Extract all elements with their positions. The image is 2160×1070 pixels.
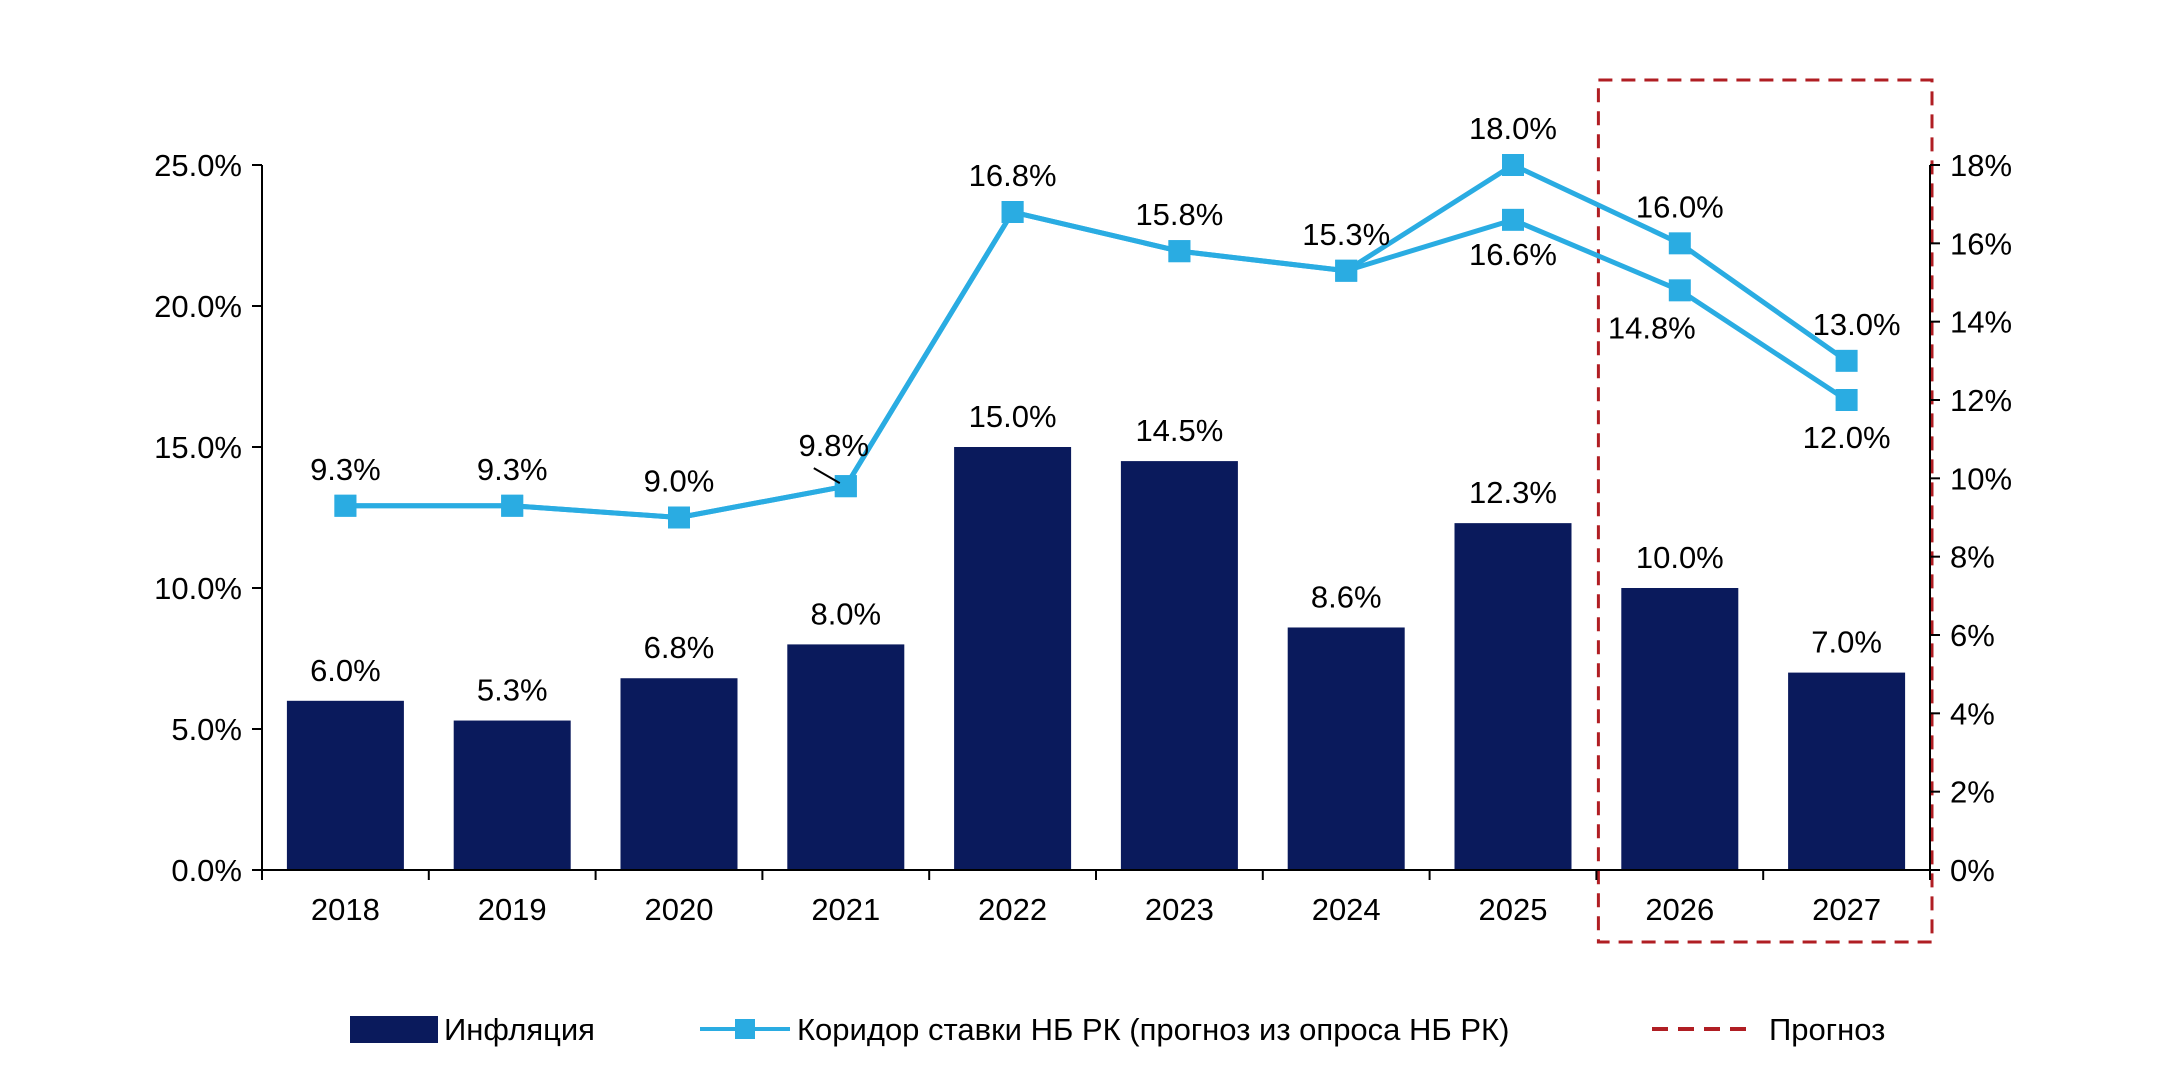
right-axis-tick-label: 16% bbox=[1950, 226, 2012, 261]
corridor-marker-upper-2023 bbox=[1168, 240, 1191, 263]
corridor-marker-upper-2026 bbox=[1668, 232, 1691, 255]
x-axis-tick-label-2023: 2023 bbox=[1145, 892, 1214, 927]
legend: Инфляция Коридор ставки НБ РК (прогноз и… bbox=[350, 1012, 1885, 1047]
corridor-label-leader-2021 bbox=[813, 467, 841, 485]
corridor-marker-lower-2026 bbox=[1668, 279, 1691, 302]
x-axis-tick-label-2019: 2019 bbox=[478, 892, 547, 927]
legend-inflation-swatch bbox=[350, 1016, 438, 1043]
corridor-marker-upper-2027 bbox=[1835, 349, 1858, 372]
bar-inflation-2024 bbox=[1287, 627, 1405, 870]
corridor-marker-upper-2025 bbox=[1502, 154, 1524, 176]
bar-inflation-2019 bbox=[453, 720, 571, 870]
corridor-marker-upper-2022 bbox=[1001, 201, 1024, 223]
corridor-marker-upper-2020 bbox=[668, 506, 690, 529]
right-axis-tick-label: 18% bbox=[1950, 148, 2012, 183]
legend-forecast-label: Прогноз bbox=[1769, 1012, 1885, 1047]
bars-layer bbox=[286, 447, 1906, 870]
labels-layer: 6.0% 5.3% 6.8% 8.0% 15.0% 14.5% 8.6% 12.3% 10.0%… bbox=[310, 111, 1900, 708]
left-axis-tick-label: 10.0% bbox=[154, 571, 242, 606]
x-axis-tick-label-2022: 2022 bbox=[978, 892, 1047, 927]
corridor-upper-label-2018: 9.3% bbox=[310, 452, 381, 487]
legend-corridor-label: Коридор ставки НБ РК (прогноз из опроса … bbox=[797, 1012, 1509, 1047]
bar-data-label-2018: 6.0% bbox=[310, 653, 381, 688]
right-axis-tick-label: 4% bbox=[1950, 696, 1995, 731]
bar-inflation-2022 bbox=[954, 447, 1072, 870]
legend-corridor-marker bbox=[735, 1019, 755, 1039]
bar-data-label-2024: 8.6% bbox=[1311, 579, 1382, 614]
bar-inflation-2023 bbox=[1120, 461, 1238, 870]
bar-data-label-2023: 14.5% bbox=[1135, 413, 1223, 448]
x-axis-tick-label-2021: 2021 bbox=[811, 892, 880, 927]
bar-data-label-2025: 12.3% bbox=[1469, 475, 1557, 510]
corridor-marker-upper-2019 bbox=[501, 494, 524, 517]
x-axis-tick-label-2018: 2018 bbox=[311, 892, 380, 927]
corridor-line-upper bbox=[345, 162, 1849, 520]
bar-inflation-2025 bbox=[1454, 523, 1572, 870]
legend-inflation-label: Инфляция bbox=[444, 1012, 595, 1047]
corridor-upper-label-2025: 18.0% bbox=[1469, 111, 1557, 146]
left-axis-tick-label: 20.0% bbox=[154, 289, 242, 324]
corridor-upper-label-2027: 13.0% bbox=[1813, 307, 1901, 342]
corridor-lower-label-2027: 12.0% bbox=[1803, 420, 1891, 455]
bar-inflation-2018 bbox=[286, 700, 404, 870]
corridor-upper-label-2024: 15.3% bbox=[1302, 217, 1390, 252]
bar-data-label-2027: 7.0% bbox=[1811, 625, 1882, 660]
right-axis-tick-label: 12% bbox=[1950, 383, 2012, 418]
left-axis-tick-label: 5.0% bbox=[171, 712, 242, 747]
corridor-upper-label-2022: 16.8% bbox=[969, 158, 1057, 193]
lines-layer bbox=[334, 154, 1858, 529]
axes-layer: 0.0% 5.0% 10.0% 15.0% 20.0% 25.0% 0% 2% 4% 6% 8% 10… bbox=[154, 148, 2012, 927]
corridor-lower-label-2026: 14.8% bbox=[1608, 310, 1696, 345]
bar-data-label-2022: 15.0% bbox=[969, 399, 1057, 434]
bar-data-label-2020: 6.8% bbox=[644, 630, 715, 665]
right-axis-tick-label: 0% bbox=[1950, 853, 1995, 888]
left-axis-tick-label: 15.0% bbox=[154, 430, 242, 465]
corridor-upper-label-2023: 15.8% bbox=[1135, 197, 1223, 232]
corridor-upper-label-2020: 9.0% bbox=[644, 464, 715, 499]
corridor-upper-label-2019: 9.3% bbox=[477, 452, 548, 487]
x-axis-tick-label-2026: 2026 bbox=[1645, 892, 1714, 927]
corridor-marker-upper-2024 bbox=[1335, 259, 1358, 282]
x-axis-tick-label-2025: 2025 bbox=[1479, 892, 1548, 927]
right-axis-tick-label: 10% bbox=[1950, 461, 2012, 496]
x-axis-tick-label-2020: 2020 bbox=[645, 892, 714, 927]
corridor-upper-label-2021: 9.8% bbox=[798, 428, 869, 463]
corridor-line-lower bbox=[345, 209, 1848, 520]
left-axis-tick-label: 0.0% bbox=[171, 853, 242, 888]
bar-inflation-2021 bbox=[787, 644, 905, 870]
corridor-marker-upper-2021 bbox=[834, 475, 857, 498]
forecast-layer bbox=[1596, 78, 1934, 944]
corridor-marker-upper-2018 bbox=[334, 494, 357, 517]
corridor-lower-label-2025: 16.6% bbox=[1469, 237, 1557, 272]
right-axis-tick-label: 8% bbox=[1950, 540, 1995, 575]
bar-data-label-2019: 5.3% bbox=[477, 673, 548, 708]
bar-data-label-2026: 10.0% bbox=[1636, 540, 1724, 575]
right-axis-tick-label: 6% bbox=[1950, 618, 1995, 653]
corridor-upper-label-2026: 16.0% bbox=[1636, 189, 1724, 224]
corridor-marker-lower-2027 bbox=[1835, 389, 1858, 411]
x-axis-tick-label-2027: 2027 bbox=[1812, 892, 1881, 927]
bar-inflation-2027 bbox=[1788, 672, 1906, 870]
left-axis-tick-label: 25.0% bbox=[154, 148, 242, 183]
right-axis-tick-label: 2% bbox=[1950, 775, 1995, 810]
bar-inflation-2020 bbox=[620, 678, 738, 870]
bar-data-label-2021: 8.0% bbox=[810, 596, 881, 631]
x-axis-tick-label-2024: 2024 bbox=[1312, 892, 1381, 927]
corridor-marker-lower-2025 bbox=[1502, 208, 1524, 231]
right-axis-tick-label: 14% bbox=[1950, 305, 2012, 340]
forecast-box bbox=[1596, 78, 1934, 944]
bar-inflation-2026 bbox=[1621, 588, 1739, 870]
